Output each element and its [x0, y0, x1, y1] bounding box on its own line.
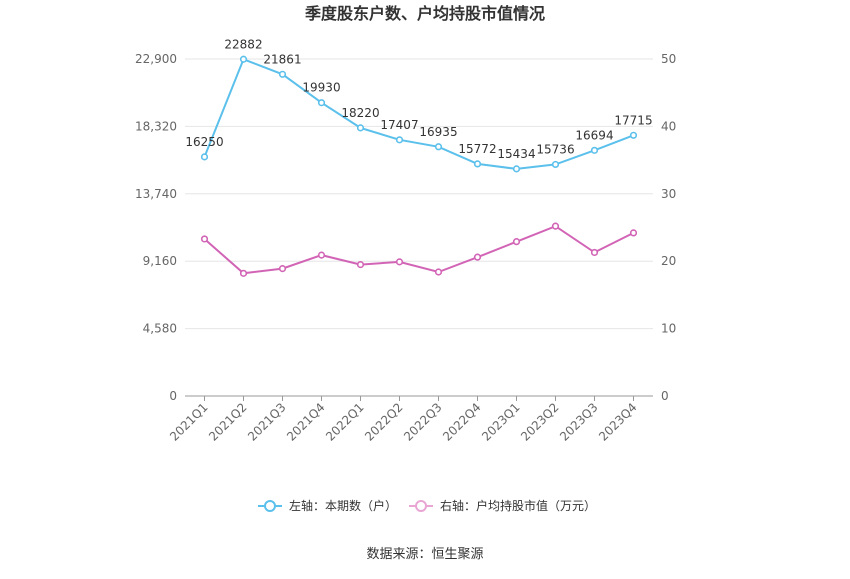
x-tick-label: 2022Q3 [401, 400, 445, 444]
data-point-left[interactable] [356, 124, 365, 132]
data-point-left[interactable] [239, 55, 248, 63]
data-label: 19930 [302, 81, 340, 95]
right-tick-label: 0 [661, 389, 669, 403]
data-point-right[interactable] [434, 268, 443, 276]
data-label: 16250 [185, 135, 223, 149]
data-point-right[interactable] [551, 222, 560, 230]
left-axis: 0 4,580 9,160 13,740 18,320 22,900 [135, 52, 177, 403]
data-point-right[interactable] [239, 269, 248, 277]
x-tick-label: 2022Q4 [440, 400, 484, 444]
data-point-right[interactable] [317, 251, 326, 259]
right-tick-label: 50 [661, 52, 676, 66]
x-tick-label: 2022Q1 [323, 400, 367, 444]
x-tick-label: 2021Q3 [245, 400, 289, 444]
data-point-left[interactable] [629, 131, 638, 139]
legend-item-left-series[interactable]: 左轴：本期数（户） [258, 498, 397, 513]
data-label: 17407 [380, 118, 418, 132]
data-label: 15736 [536, 142, 574, 156]
data-point-right[interactable] [395, 258, 404, 266]
series-line-left [203, 58, 634, 170]
series-layer [200, 55, 638, 277]
data-label: 21861 [263, 52, 301, 66]
data-point-left[interactable] [395, 136, 404, 144]
legend-marker-right [415, 500, 427, 512]
data-point-left[interactable] [278, 70, 287, 78]
data-point-right[interactable] [278, 265, 287, 273]
left-tick-label: 4,580 [143, 322, 177, 336]
data-label: 16935 [419, 125, 457, 139]
right-tick-label: 10 [661, 322, 676, 336]
data-point-right[interactable] [473, 253, 482, 261]
x-tick-label: 2023Q1 [479, 400, 523, 444]
data-point-right[interactable] [590, 248, 599, 257]
data-point-left[interactable] [434, 143, 443, 151]
right-tick-label: 40 [661, 119, 676, 133]
left-tick-label: 9,160 [143, 254, 177, 268]
data-point-left[interactable] [590, 146, 599, 154]
left-tick-label: 18,320 [135, 119, 177, 133]
x-tick-label: 2023Q4 [596, 400, 640, 444]
data-point-right[interactable] [512, 238, 521, 246]
data-label: 15434 [497, 147, 535, 161]
grid-layer [185, 58, 653, 330]
data-point-left[interactable] [551, 160, 560, 169]
legend-marker-left [264, 500, 276, 512]
legend-label-right: 右轴：户均持股市值（万元） [440, 498, 596, 513]
right-axis: 0 10 20 30 40 50 [661, 52, 676, 403]
x-tick-label: 2023Q3 [557, 400, 601, 444]
x-tick-label: 2021Q4 [284, 400, 328, 444]
left-tick-label: 0 [169, 389, 177, 403]
data-point-right[interactable] [629, 229, 638, 237]
data-point-right[interactable] [356, 260, 365, 269]
data-label: 16694 [575, 128, 613, 142]
data-point-left[interactable] [200, 153, 209, 161]
right-tick-label: 20 [661, 254, 676, 268]
x-axis: 2021Q12021Q22021Q32021Q42022Q12022Q22022… [167, 395, 653, 444]
x-tick-label: 2023Q2 [518, 400, 562, 444]
chart-title: 季度股东户数、户均持股市值情况 [304, 4, 545, 23]
x-tick-label: 2021Q1 [167, 400, 211, 444]
legend-item-right-series[interactable]: 右轴：户均持股市值（万元） [409, 498, 596, 513]
data-label: 18220 [341, 106, 379, 120]
x-tick-label: 2021Q2 [206, 400, 250, 444]
data-label: 22882 [224, 37, 262, 51]
legend-label-left: 左轴：本期数（户） [289, 498, 397, 513]
data-label: 17715 [614, 113, 652, 127]
x-tick-label: 2022Q2 [362, 400, 406, 444]
data-point-left[interactable] [512, 165, 521, 173]
series-line-right [203, 225, 634, 275]
left-tick-label: 13,740 [135, 187, 177, 201]
right-tick-label: 30 [661, 187, 676, 201]
data-point-left[interactable] [317, 99, 326, 107]
data-point-right[interactable] [200, 235, 209, 243]
data-point-left[interactable] [473, 160, 482, 168]
legend: 左轴：本期数（户） 右轴：户均持股市值（万元） [258, 498, 596, 513]
data-source: 数据来源：恒生聚源 [366, 547, 483, 562]
left-tick-label: 22,900 [135, 52, 177, 66]
data-label: 15772 [458, 142, 496, 156]
